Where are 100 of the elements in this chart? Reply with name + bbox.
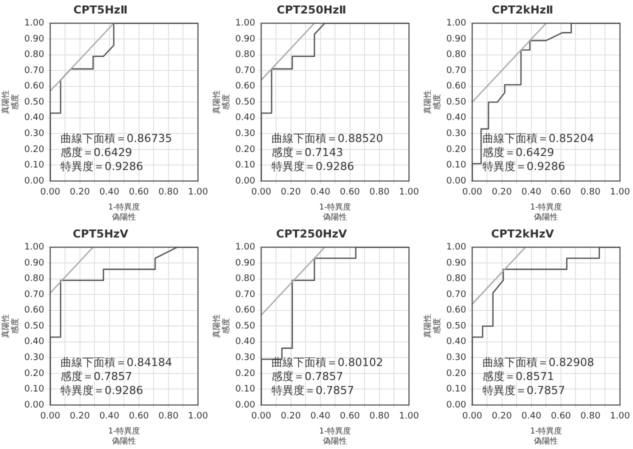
annotation: 特異度＝0.9286 (272, 160, 354, 174)
x-tick-label: 0.00 (462, 188, 483, 198)
y-tick-label: 0.40 (235, 337, 256, 348)
y-tick-label: 0.00 (24, 176, 45, 186)
y-tick-label: 0.30 (446, 353, 467, 364)
y-tick-label: 0.00 (446, 400, 467, 410)
chart-title: CPT5HzⅤ (72, 227, 129, 240)
chart-title: CPT2kHzⅤ (491, 227, 554, 240)
x-tick-label: 0.80 (158, 412, 179, 422)
chart-title: CPT2kHzⅡ (492, 3, 554, 16)
x-tick-label: 0.40 (521, 412, 542, 422)
chart-title: CPT250HzⅤ (276, 227, 348, 240)
y-tick-label: 0.60 (235, 306, 256, 316)
annotation: 曲線下面積＝0.80102 (272, 356, 384, 370)
y-tick-label: 0.10 (446, 160, 467, 171)
annotation: 感度＝0.6429 (482, 146, 554, 160)
y-tick-label: 0.90 (446, 258, 467, 268)
annotation: 特異度＝0.9286 (60, 160, 144, 174)
y-tick-label: 0.60 (24, 306, 45, 316)
y-tick-label: 0.20 (446, 368, 467, 379)
x-tick-label: 0.80 (369, 412, 390, 422)
y-tick-label: 0.60 (446, 82, 467, 92)
y-tick-label: 0.50 (446, 97, 467, 108)
y-axis-title: 真陽性感度 (212, 314, 230, 338)
y-tick-label: 0.80 (24, 50, 45, 60)
x-tick-label: 0.80 (580, 412, 601, 422)
y-tick-label: 0.90 (235, 34, 256, 44)
y-tick-label: 0.80 (446, 50, 467, 60)
x-tick-label: 0.40 (521, 188, 542, 198)
annotation: 特異度＝0.7857 (272, 384, 354, 398)
y-tick-label: 0.70 (24, 290, 45, 300)
y-tick-label: 1.00 (24, 242, 45, 253)
y-tick-label: 0.70 (235, 66, 256, 76)
y-axis-title: 真陽性感度 (422, 314, 442, 338)
y-axis-title: 真陽性感度 (422, 90, 442, 114)
x-tick-label: 0.00 (462, 412, 483, 422)
y-tick-label: 0.50 (446, 321, 467, 332)
x-tick-label: 0.60 (340, 412, 360, 422)
x-tick-label: 1.00 (188, 412, 208, 422)
x-tick-label: 0.00 (251, 412, 272, 422)
y-tick-label: 1.00 (446, 242, 467, 253)
y-axis-title: 真陽性感度 (0, 314, 20, 338)
y-tick-label: 0.90 (24, 34, 45, 44)
annotation: 特異度＝0.9286 (482, 160, 566, 174)
y-tick-label: 0.40 (24, 337, 45, 348)
annotation: 曲線下面積＝0.85204 (482, 132, 594, 146)
y-tick-label: 0.10 (235, 384, 256, 395)
y-tick-label: 0.20 (446, 144, 467, 155)
x-tick-label: 0.60 (550, 188, 572, 198)
x-tick-label: 1.00 (610, 412, 630, 422)
y-tick-label: 0.40 (235, 113, 256, 124)
y-tick-label: 0.10 (446, 384, 467, 395)
x-tick-label: 0.20 (280, 188, 302, 198)
x-tick-label: 0.20 (70, 188, 90, 198)
y-axis-title: 真陽性感度 (212, 90, 230, 114)
y-tick-label: 0.50 (24, 97, 45, 108)
y-tick-label: 0.30 (235, 129, 256, 140)
chart-title: CPT250HzⅡ (276, 3, 346, 16)
y-tick-label: 0.20 (235, 144, 256, 155)
x-tick-label: 0.60 (128, 188, 150, 198)
x-tick-label: 1.00 (188, 188, 208, 198)
x-tick-label: 0.20 (70, 412, 90, 422)
y-tick-label: 0.50 (235, 97, 256, 108)
x-axis-title: 1-特異度偽陽性 (108, 426, 140, 446)
y-tick-label: 0.70 (24, 66, 45, 76)
x-axis-title: 1-特異度偽陽性 (530, 202, 562, 222)
y-tick-label: 0.60 (446, 306, 467, 316)
annotation: 曲線下面積＝0.86735 (60, 132, 172, 146)
y-tick-label: 0.10 (235, 160, 256, 171)
x-tick-label: 0.20 (280, 412, 302, 422)
x-tick-label: 0.40 (99, 188, 120, 198)
annotation: 感度＝0.7143 (272, 146, 344, 160)
y-tick-label: 0.20 (24, 144, 45, 155)
y-tick-label: 0.50 (235, 321, 256, 332)
x-tick-label: 0.00 (40, 412, 61, 422)
y-tick-label: 0.30 (235, 353, 256, 364)
y-tick-label: 0.10 (24, 160, 45, 171)
x-tick-label: 0.80 (369, 188, 390, 198)
y-tick-label: 0.40 (446, 337, 467, 348)
y-tick-label: 1.00 (24, 18, 45, 29)
x-tick-label: 1.00 (398, 188, 420, 198)
y-tick-label: 0.80 (235, 274, 256, 284)
y-tick-label: 0.30 (24, 129, 45, 140)
x-tick-label: 0.60 (550, 412, 572, 422)
y-tick-label: 1.00 (446, 18, 467, 29)
annotation: 感度＝0.7857 (272, 370, 344, 384)
y-tick-label: 0.70 (235, 290, 256, 300)
y-tick-label: 0.30 (446, 129, 467, 140)
y-tick-label: 0.80 (24, 274, 45, 284)
y-tick-label: 0.90 (446, 34, 467, 44)
x-tick-label: 0.00 (40, 188, 61, 198)
y-tick-label: 0.60 (235, 82, 256, 92)
y-tick-label: 0.40 (24, 113, 45, 124)
annotation: 曲線下面積＝0.84184 (60, 356, 172, 370)
y-tick-label: 0.40 (446, 113, 467, 124)
x-tick-label: 1.00 (610, 188, 630, 198)
y-tick-label: 0.70 (446, 66, 467, 76)
y-tick-label: 0.20 (24, 368, 45, 379)
annotation: 特異度＝0.9286 (60, 384, 144, 398)
x-tick-label: 0.60 (128, 412, 150, 422)
